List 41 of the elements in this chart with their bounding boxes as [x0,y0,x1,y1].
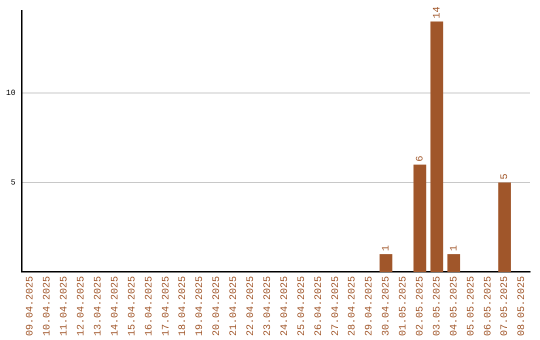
x-tick-label: 14.04.2025 [110,276,122,336]
x-tick-label: 06.05.2025 [483,276,494,336]
bar [380,254,392,272]
x-tick-label: 09.04.2025 [26,276,37,336]
x-tick-label: 11.04.2025 [60,276,71,336]
x-tick-label: 12.04.2025 [76,276,88,336]
bar [413,164,426,272]
data-label: 5 [500,174,512,180]
x-tick-label: 10.04.2025 [42,276,54,336]
x-tick-label: 05.05.2025 [466,276,478,336]
bar [498,182,511,272]
x-tick-label: 13.04.2025 [94,276,104,336]
data-label: 6 [415,156,426,162]
x-tick-label: 22.04.2025 [246,276,258,336]
bar [447,254,460,272]
x-tick-label: 19.04.2025 [195,276,206,336]
x-tick-label: 23.04.2025 [262,276,274,336]
x-tick-label: 21.04.2025 [229,276,240,336]
x-tick-label: 02.05.2025 [415,276,426,336]
x-tick-label: 25.04.2025 [296,276,308,336]
x-tick-label: 15.04.2025 [127,276,138,336]
x-tick-label: 26.04.2025 [314,276,325,336]
x-tick-label: 20.04.2025 [212,276,224,336]
x-tick-label: 07.05.2025 [500,276,512,336]
x-tick-label: 30.04.2025 [382,276,393,336]
data-label: 1 [382,245,393,252]
x-tick-label: 29.04.2025 [364,276,376,336]
x-tick-label: 17.04.2025 [161,276,172,336]
x-tick-label: 08.05.2025 [517,276,528,336]
x-tick-label: 16.04.2025 [144,276,156,336]
x-tick-label: 18.04.2025 [178,276,190,336]
data-label: 14 [432,6,444,19]
x-tick-label: 27.04.2025 [330,276,342,336]
data-label: 1 [449,245,460,252]
x-tick-label: 24.04.2025 [280,276,291,336]
x-tick-label: 03.05.2025 [432,276,444,336]
y-tick-label: 10 [6,89,16,98]
x-tick-label: 01.05.2025 [398,276,410,336]
x-tick-label: 28.04.2025 [348,276,359,336]
bar [430,22,444,272]
x-tick-label: 04.05.2025 [449,276,460,336]
